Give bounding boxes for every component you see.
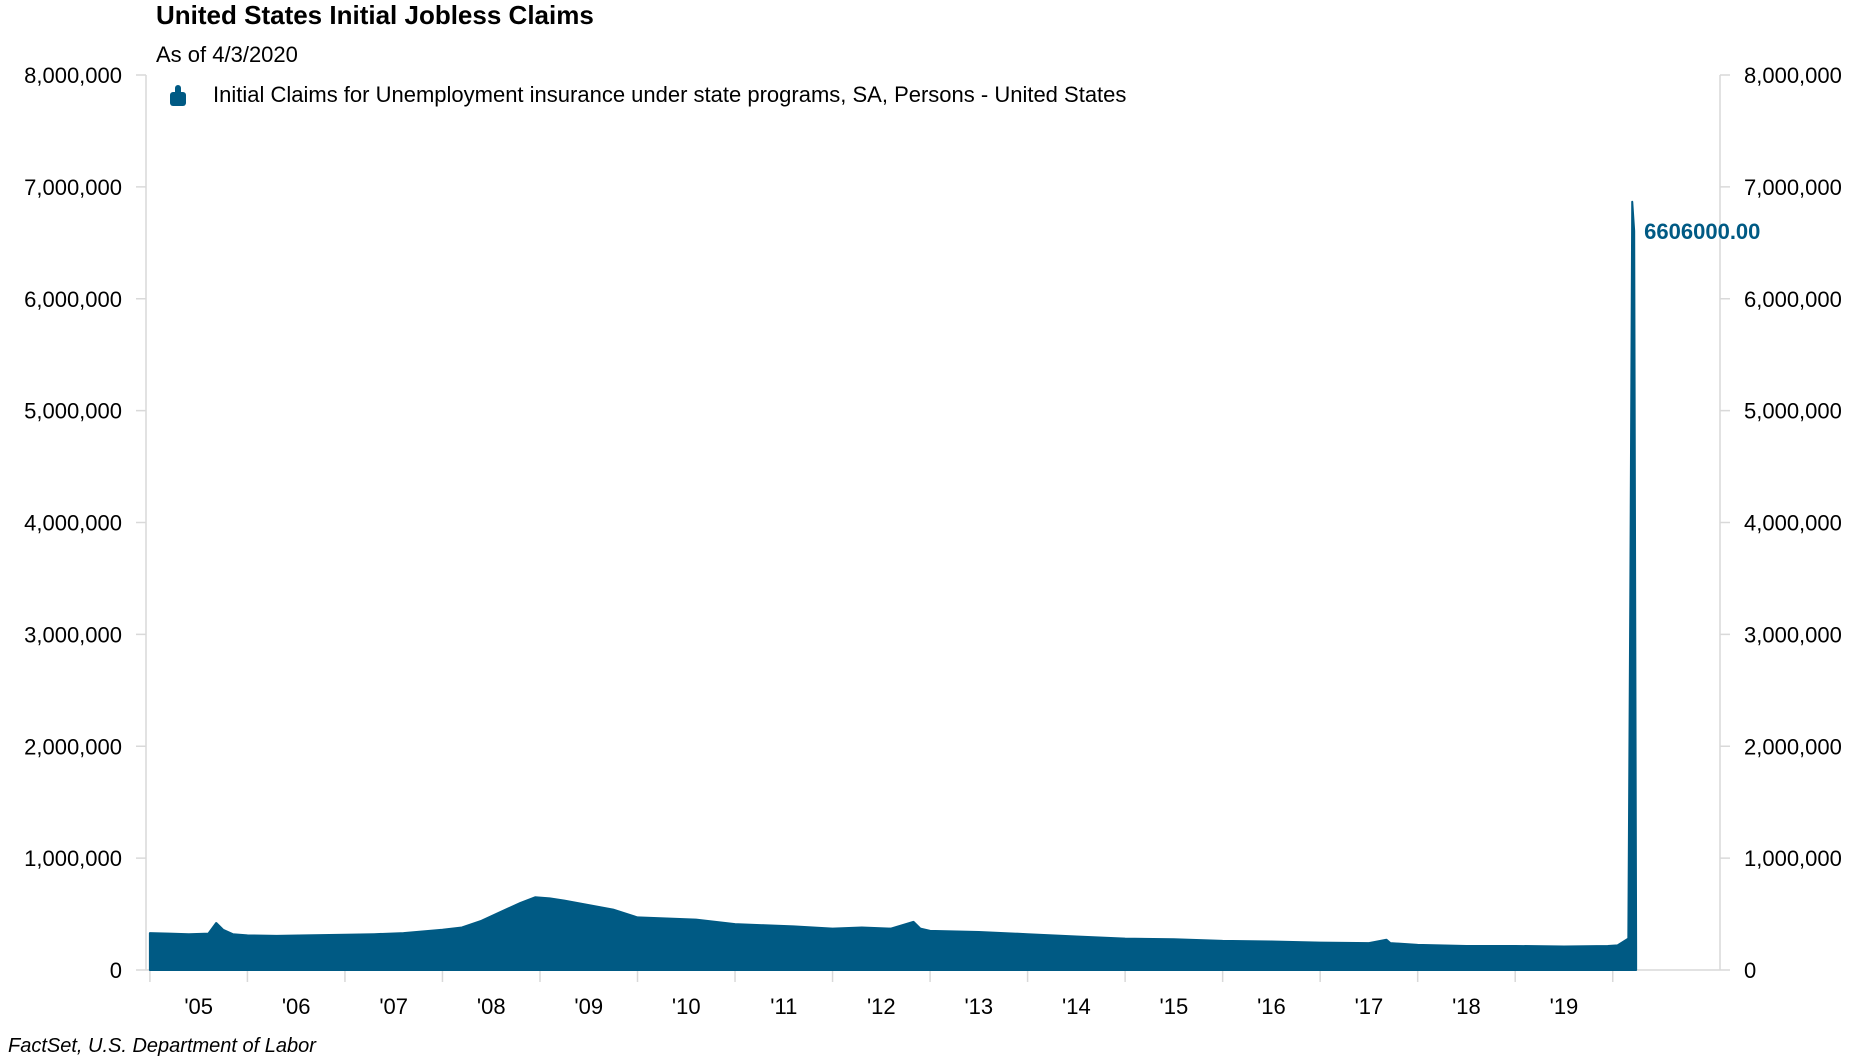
x-tick-label: '16 [1257,994,1286,1019]
x-tick-label: '14 [1062,994,1091,1019]
axes: 0 0 1,000,000 1,000,000 2,000,000 2,000,000 3,… [24,63,1842,1019]
y-tick-label-left: 4,000,000 [24,511,122,536]
y-tick-label-right: 0 [1744,958,1756,983]
y-tick-label-left: 2,000,000 [24,734,122,759]
x-tick-label: '18 [1452,994,1481,1019]
x-tick-label: '19 [1550,994,1579,1019]
chart-subtitle: As of 4/3/2020 [156,42,298,67]
y-tick-label-left: 5,000,000 [24,399,122,424]
x-tick-label: '05 [184,994,213,1019]
legend-series-label: Initial Claims for Unemployment insuranc… [213,82,1126,107]
x-tick-label: '06 [282,994,311,1019]
y-tick-label-right: 4,000,000 [1744,511,1842,536]
y-tick-label-right: 8,000,000 [1744,63,1842,88]
x-tick-label: '07 [379,994,408,1019]
x-tick-label: '13 [964,994,993,1019]
x-tick-label: '17 [1355,994,1384,1019]
y-tick-label-right: 3,000,000 [1744,622,1842,647]
y-tick-label-right: 7,000,000 [1744,175,1842,200]
y-tick-label-left: 1,000,000 [24,846,122,871]
y-tick-label-left: 6,000,000 [24,287,122,312]
series-area-path [148,200,1638,971]
y-tick-label-left: 3,000,000 [24,622,122,647]
chart-title: United States Initial Jobless Claims [156,0,594,30]
annotation: 6606000.00 [1644,219,1760,244]
x-tick-label: '15 [1160,994,1189,1019]
y-tick-label-left: 0 [110,958,122,983]
x-tick-label: '11 [770,994,797,1019]
legend-swatch-icon [170,85,186,106]
y-tick-label-right: 1,000,000 [1744,846,1842,871]
y-tick-label-right: 6,000,000 [1744,287,1842,312]
source-note: FactSet, U.S. Department of Labor [8,1035,317,1056]
x-tick-label: '12 [867,994,896,1019]
x-tick-label: '08 [477,994,506,1019]
x-tick-label: '10 [672,994,701,1019]
series-area [148,200,1638,971]
legend: Initial Claims for Unemployment insuranc… [170,82,1126,107]
y-tick-label-left: 8,000,000 [24,63,122,88]
y-tick-label-left: 7,000,000 [24,175,122,200]
y-tick-label-right: 5,000,000 [1744,399,1842,424]
y-tick-label-right: 2,000,000 [1744,734,1842,759]
x-tick-label: '09 [574,994,603,1019]
last-value-annotation: 6606000.00 [1644,219,1760,244]
